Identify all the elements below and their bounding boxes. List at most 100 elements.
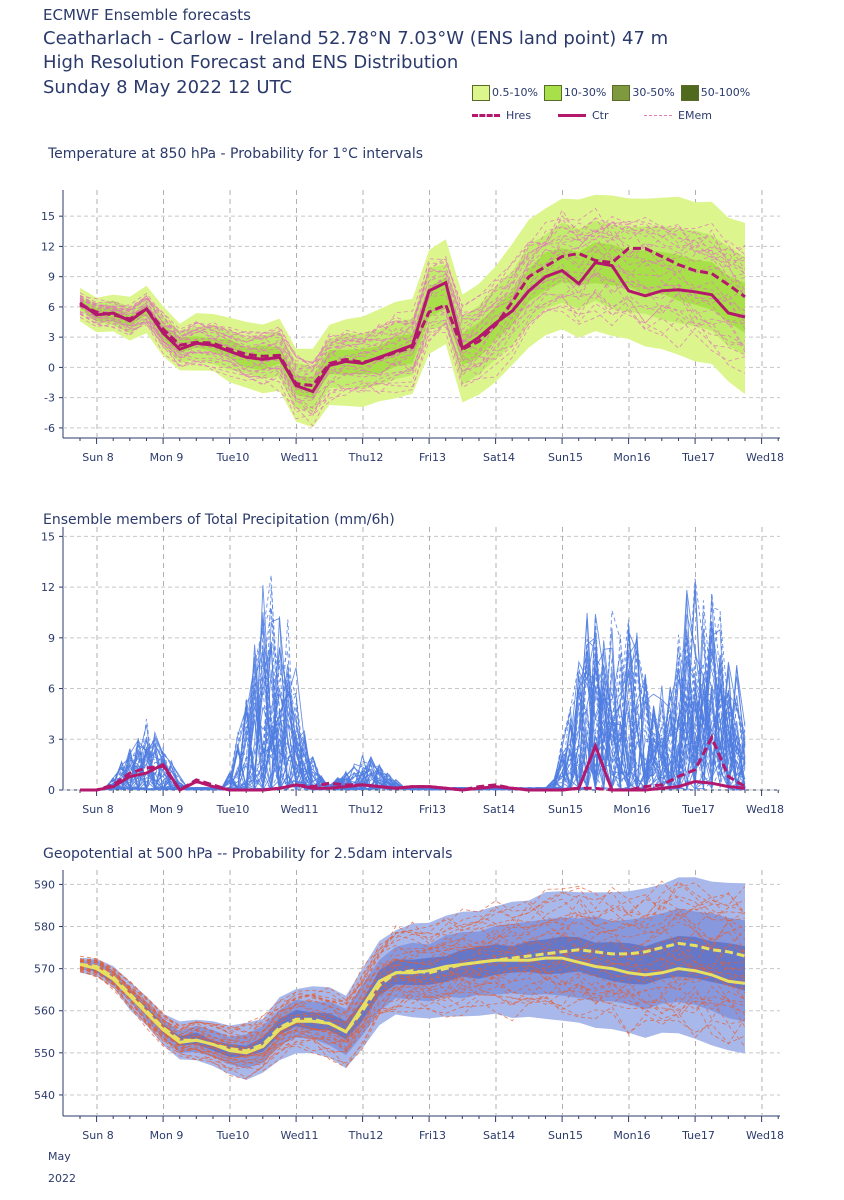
y-tick-label: 15 [41, 530, 55, 543]
legend: 0.5-10% 10-30% 30-50% 50-100% Hres Ctr E… [472, 84, 756, 130]
y-tick-label: 540 [34, 1089, 55, 1102]
chart-2-title: Ensemble members of Total Precipitation … [43, 512, 395, 528]
ensemble-member-line [79, 968, 746, 1061]
source-title: ECMWF Ensemble forecasts [43, 6, 251, 24]
legend-hres-label: Hres [506, 109, 532, 122]
x-tick-label: Thu12 [348, 803, 384, 816]
y-tick-label: 6 [48, 301, 55, 314]
y-tick-label: 570 [34, 963, 55, 976]
x-tick-label: Mon16 [613, 1129, 650, 1142]
ensemble-member-line [79, 945, 746, 1054]
ensemble-member-line [80, 628, 746, 791]
x-tick-label: Wed18 [746, 451, 784, 464]
ensemble-member-line [79, 245, 746, 388]
x-tick-label: Fri13 [419, 803, 446, 816]
y-tick-label: 560 [34, 1005, 55, 1018]
legend-band-3: 30-50% [612, 84, 675, 101]
ensemble-member-line [80, 617, 746, 792]
x-tick-label: Sun15 [548, 451, 583, 464]
ensemble-member-line [80, 594, 746, 791]
ensemble-member-line [79, 882, 746, 1035]
x-tick-label: Mon 9 [150, 1129, 184, 1142]
ensemble-member-line [79, 936, 746, 1051]
x-tick-label: Tue17 [681, 451, 715, 464]
x-tick-label: Fri13 [419, 451, 446, 464]
ensemble-member-line [80, 636, 746, 792]
ensemble-member-line [79, 238, 746, 373]
ensemble-member-line [79, 295, 746, 413]
ensemble-member-line [79, 209, 746, 368]
x-tick-label: Wed18 [746, 803, 784, 816]
ensemble-member-line [79, 217, 746, 369]
y-tick-label: -6 [44, 422, 55, 435]
chart-3-title: Geopotential at 500 hPa -- Probability f… [43, 846, 452, 862]
y-tick-label: 580 [34, 921, 55, 934]
y-tick-label: 0 [48, 784, 55, 797]
x-tick-label: Sat14 [483, 803, 515, 816]
x-tick-label: Sun 8 [82, 1129, 113, 1142]
location-title: Ceatharlach - Carlow - Ireland 52.78°N 7… [43, 28, 669, 49]
ensemble-member-line [80, 640, 746, 791]
x-tick-label: Wed11 [281, 803, 319, 816]
forecast-date: Sunday 8 May 2022 12 UTC [43, 77, 293, 98]
ensemble-member-line [79, 222, 746, 364]
x-tick-label: Tue10 [216, 803, 250, 816]
x-tick-label: Mon16 [613, 803, 650, 816]
ensemble-member-line [79, 966, 746, 1057]
ensemble-member-line [80, 629, 746, 791]
legend-band-1: 0.5-10% [472, 84, 538, 101]
ensemble-member-line [80, 634, 746, 791]
ensemble-member-line [79, 215, 746, 365]
ctr-line [79, 956, 746, 1055]
ensemble-member-line [79, 969, 746, 1064]
ensemble-member-line [80, 631, 746, 791]
ensemble-member-line [79, 306, 746, 420]
ensemble-member-line [79, 274, 746, 400]
x-tick-label: Wed11 [281, 1129, 319, 1142]
legend-hres-line [472, 114, 500, 117]
y-tick-label: 9 [48, 632, 55, 645]
ensemble-member-line [79, 247, 746, 386]
y-tick-label: -3 [44, 392, 55, 405]
ensemble-member-line [79, 207, 746, 370]
legend-emem-line [644, 115, 672, 116]
ensemble-member-line [80, 641, 746, 791]
y-tick-label: 0 [48, 361, 55, 374]
ensemble-member-line [79, 921, 746, 1040]
legend-band-3-label: 30-50% [632, 86, 675, 99]
prob-band-30-50 [80, 936, 745, 1057]
ensemble-member-line [79, 880, 746, 1033]
legend-band-1-swatch [472, 84, 490, 101]
ensemble-member-line [79, 971, 746, 1079]
ensemble-member-line [79, 289, 746, 417]
chart-1-title: Temperature at 850 hPa - Probability for… [47, 146, 423, 162]
y-tick-label: 3 [48, 733, 55, 746]
ensemble-member-line [79, 221, 746, 379]
chart-3: Geopotential at 500 hPa -- Probability f… [34, 846, 784, 1185]
legend-hres: Hres [472, 109, 552, 122]
hres-line [79, 246, 746, 388]
y-tick-label: 6 [48, 683, 55, 696]
ensemble-member-line [79, 892, 746, 1037]
legend-band-4-label: 50-100% [700, 86, 751, 99]
ensemble-member-line [79, 929, 746, 1051]
chart-2: Ensemble members of Total Precipitation … [41, 512, 784, 816]
legend-ctr-line [558, 114, 586, 117]
ensemble-member-line [80, 628, 746, 791]
ensemble-member-line [80, 632, 746, 791]
x-tick-label: Wed11 [281, 451, 319, 464]
chart-1: Temperature at 850 hPa - Probability for… [41, 146, 784, 464]
x-tick-label: Sun15 [548, 803, 583, 816]
x-tick-label: Tue17 [681, 803, 715, 816]
x-tick-label: Mon 9 [150, 803, 184, 816]
x-tick-label: Tue10 [216, 1129, 250, 1142]
ensemble-member-line [79, 215, 746, 370]
ensemble-member-line [80, 594, 746, 791]
x-tick-label: Sun15 [548, 1129, 583, 1142]
ctr-line [80, 741, 746, 792]
legend-band-3-swatch [612, 84, 631, 101]
x-tick-label: Sat14 [483, 451, 515, 464]
legend-band-2-label: 10-30% [563, 86, 607, 99]
x-tick-label: Mon16 [613, 451, 650, 464]
ensemble-member-line [79, 969, 746, 1072]
